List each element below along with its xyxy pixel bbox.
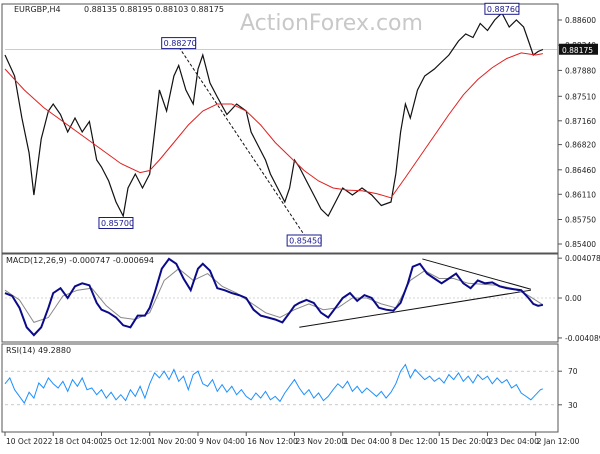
price-ytick-label: 0.87510 — [565, 92, 596, 101]
macd-signal-line — [4, 268, 544, 323]
macd-ytick-label: 0.004078 — [565, 254, 600, 263]
price-ytick-label: 0.86110 — [565, 190, 596, 199]
macd-ytick-label: -0.004089 — [565, 334, 600, 343]
x-tick-label: 2 Jan 12:00 — [537, 437, 580, 446]
rsi-line — [4, 363, 544, 405]
x-tick-label: 23 Nov 20:00 — [295, 437, 346, 446]
macd-trendline — [299, 289, 531, 328]
price-callout-label: 0.88760 — [487, 5, 520, 14]
price-pane-ohlc: 0.88135 0.88195 0.88103 0.88175 — [84, 5, 224, 14]
x-tick-label: 1 Dec 04:00 — [344, 437, 390, 446]
price-callout-box — [161, 37, 197, 50]
price-ytick-label: 0.87160 — [565, 117, 596, 126]
macd-ytick-label: 0.00 — [565, 294, 582, 303]
macd-pane: 0.004078 0.00 -0.004089 — [4, 254, 600, 343]
price-ytick-label: 0.88600 — [565, 16, 596, 25]
x-tick-label: 1 Nov 20:00 — [151, 437, 197, 446]
rsi-pane-title: RSI(14) 49.2880 — [6, 346, 71, 355]
price-callout-box — [484, 2, 520, 15]
x-tick-label: 25 Oct 12:00 — [102, 437, 151, 446]
current-price-label: 0.88175 — [562, 46, 593, 55]
macd-pane-title: MACD(12,26,9) -0.000747 -0.000694 — [6, 256, 154, 265]
x-tick-label: 8 Dec 12:00 — [392, 437, 438, 446]
price-callout-label: 0.88270 — [164, 39, 197, 48]
price-ytick-label: 0.87880 — [565, 66, 596, 75]
x-axis: 10 Oct 2022 18 Oct 04:00 25 Oct 12:00 1 Nov… — [4, 432, 580, 446]
price-callout-label: 0.85450 — [289, 237, 322, 246]
price-ytick-label: 0.85750 — [565, 216, 596, 225]
current-price-badge — [559, 43, 598, 55]
price-ytick-label: 0.85400 — [565, 240, 596, 249]
x-tick-label: 10 Oct 2022 — [6, 437, 53, 446]
price-pane: 0.886000.882400.878800.875100.871600.868… — [4, 2, 598, 249]
price-callout-box — [286, 234, 322, 247]
rsi-ytick-label: 70 — [568, 367, 578, 376]
price-callout-label: 0.85700 — [101, 219, 134, 228]
price-pane-frame — [1, 3, 559, 254]
price-trendline — [175, 42, 307, 239]
x-tick-label: 15 Dec 20:00 — [440, 437, 491, 446]
price-ytick-label: 0.86820 — [565, 141, 596, 150]
x-tick-label: 16 Nov 12:00 — [247, 437, 298, 446]
macd-main-line — [4, 257, 544, 337]
price-pane-symbol: EURGBP,H4 — [14, 5, 61, 14]
rsi-ytick-label: 30 — [568, 401, 578, 410]
rsi-pane-frame — [1, 343, 559, 433]
price-callout-box — [98, 217, 134, 229]
rsi-pane: 70 30 — [4, 363, 578, 410]
x-tick-label: 9 Nov 04:00 — [199, 437, 245, 446]
x-tick-label: 23 Dec 04:00 — [488, 437, 539, 446]
price-ytick-label: 0.86460 — [565, 166, 596, 175]
watermark: ActionForex.com — [240, 11, 423, 36]
macd-trendline — [422, 258, 532, 290]
x-tick-label: 18 Oct 04:00 — [54, 437, 103, 446]
moving-average-line — [4, 52, 543, 199]
price-series-line — [4, 12, 544, 218]
